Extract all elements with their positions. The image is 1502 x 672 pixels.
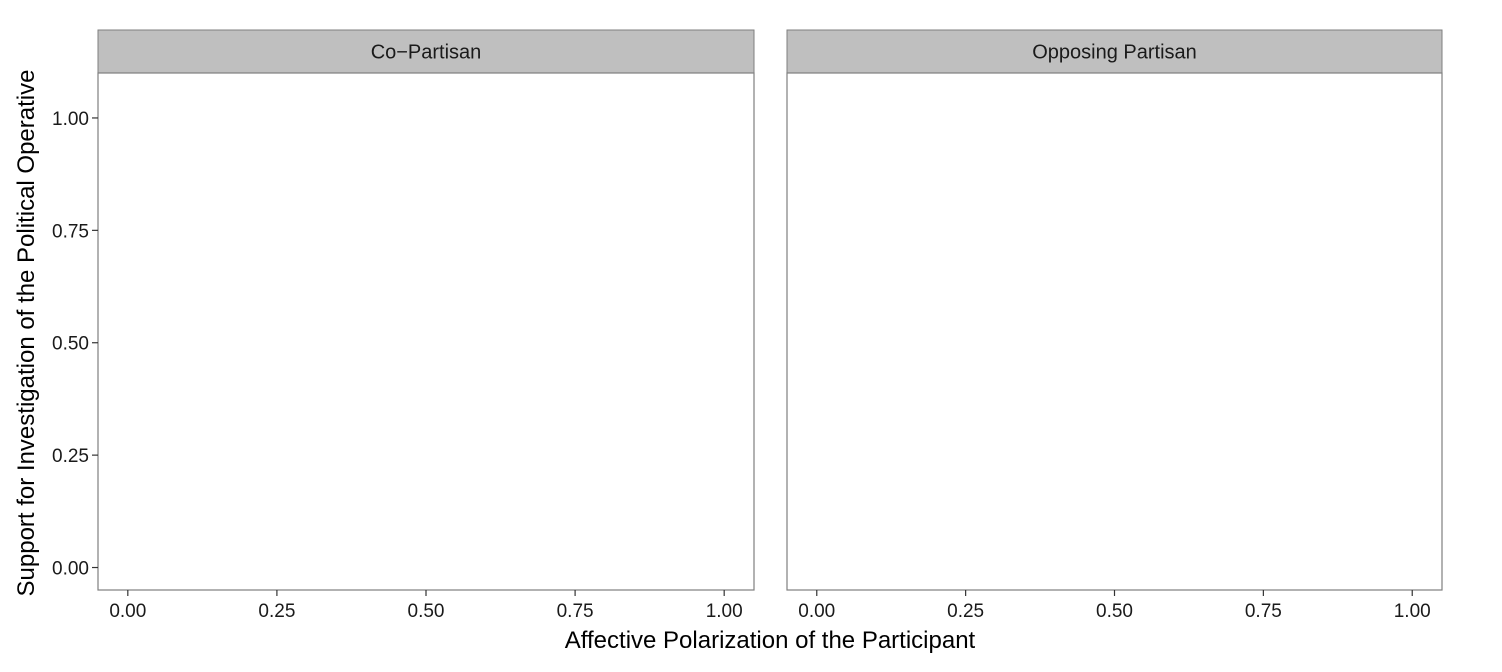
facet-panel: Co−Partisan 0.00 0.25 0.50 0.75 1.00 (97, 29, 755, 622)
x-tick-label: 0.75 (1245, 601, 1282, 622)
facet-strip (97, 29, 755, 74)
plot-area (97, 72, 755, 591)
x-tick-label: 0.00 (109, 601, 146, 622)
y-tick-label: 0.00 (52, 559, 89, 580)
x-tick-label: 0.00 (798, 601, 835, 622)
y-axis: 0.00 0.25 0.50 0.75 1.00 (52, 109, 98, 580)
x-axis-title: Affective Polarization of the Participan… (565, 627, 976, 654)
y-tick-label: 0.50 (52, 334, 89, 355)
x-tick-label: 0.75 (557, 601, 594, 622)
x-tick-label: 0.25 (947, 601, 984, 622)
y-axis-title: Support for Investigation of the Politic… (13, 70, 40, 597)
x-tick-label: 1.00 (706, 601, 743, 622)
facet-strip-label: Co−Partisan (371, 42, 482, 64)
y-tick-label: 0.75 (52, 221, 89, 242)
x-tick-label: 0.50 (1096, 601, 1133, 622)
x-tick-label: 0.50 (408, 601, 445, 622)
facet-panel: Opposing Partisan 0.00 0.25 0.50 0.75 1.00 (786, 29, 1443, 622)
x-tick-label: 0.25 (258, 601, 295, 622)
plot-area (786, 72, 1443, 591)
x-tick-label: 1.00 (1394, 601, 1431, 622)
y-tick-label: 0.25 (52, 446, 89, 467)
facet-strip-label: Opposing Partisan (1032, 42, 1197, 64)
y-tick-label: 1.00 (52, 109, 89, 130)
